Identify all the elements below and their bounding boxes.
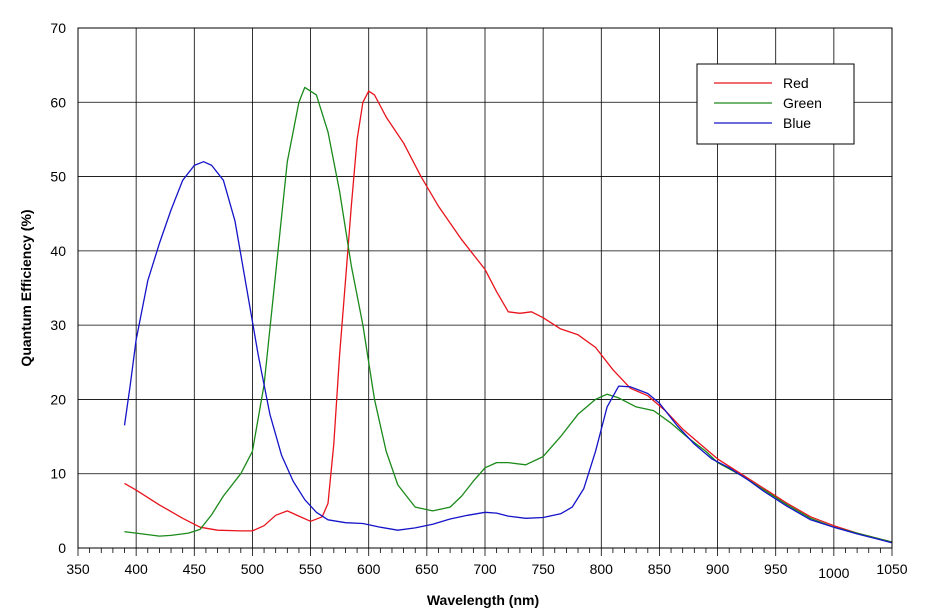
legend-label-blue: Blue [783, 115, 811, 131]
grid-lines [78, 28, 892, 548]
legend: Red Green Blue [696, 63, 855, 145]
x-tick-label: 950 [764, 561, 788, 577]
y-tick-label: 20 [50, 391, 66, 407]
x-tick-label: 900 [706, 561, 730, 577]
x-tick-labels: 350 400 450 500 550 600 650 700 750 800 850 900 950 1… [66, 561, 907, 581]
x-tick-label: 450 [183, 561, 207, 577]
y-tick-labels: 0 10 20 30 40 50 60 70 [50, 20, 66, 556]
legend-box [696, 63, 855, 145]
y-tick-label: 70 [50, 20, 66, 36]
legend-label-green: Green [783, 95, 822, 111]
x-tick-label: 750 [531, 561, 555, 577]
x-tick-label: 850 [648, 561, 672, 577]
x-tick-label: 650 [415, 561, 439, 577]
y-axis-title: Quantum Efficiency (%) [18, 209, 34, 366]
x-axis-title: Wavelength (nm) [427, 592, 539, 608]
series-line-blue [123, 161, 893, 544]
series-line-green [124, 86, 893, 543]
x-tick-label: 600 [357, 561, 381, 577]
legend-label-red: Red [783, 75, 809, 91]
plot-frame [77, 27, 893, 549]
x-minor-ticks [77, 548, 893, 556]
x-tick-label: 1000 [818, 565, 849, 581]
y-tick-label: 40 [50, 243, 66, 259]
x-tick-label: 1050 [876, 561, 907, 577]
x-tick-label: 550 [299, 561, 323, 577]
x-tick-label: 400 [124, 561, 148, 577]
y-tick-label: 10 [50, 466, 66, 482]
x-tick-label: 700 [473, 561, 497, 577]
series-lines [123, 86, 893, 544]
x-tick-label: 800 [590, 561, 614, 577]
x-tick-label: 500 [241, 561, 265, 577]
x-tick-label: 350 [66, 561, 90, 577]
y-tick-label: 50 [50, 169, 66, 185]
series-line-red [124, 90, 893, 543]
y-tick-label: 60 [50, 94, 66, 110]
y-tick-label: 0 [58, 540, 66, 556]
y-tick-label: 30 [50, 317, 66, 333]
